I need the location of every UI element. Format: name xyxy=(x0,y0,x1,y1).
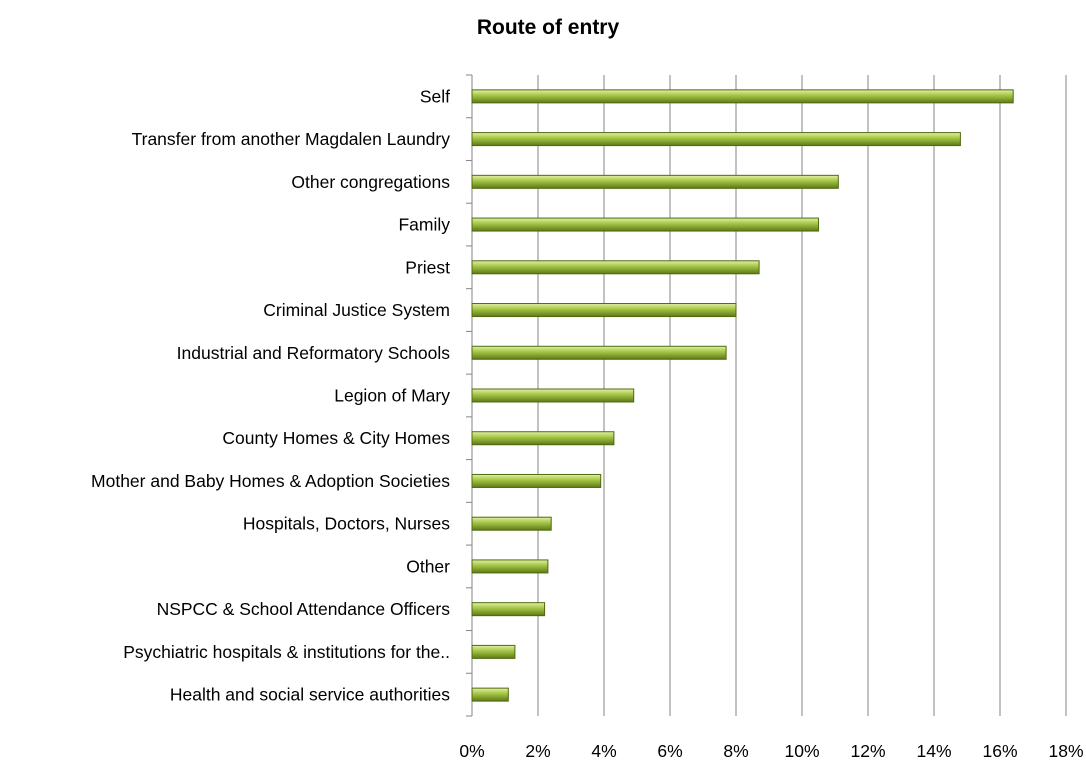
x-tick-label: 14% xyxy=(916,741,951,760)
x-tick-label: 6% xyxy=(657,741,682,760)
category-label: Family xyxy=(398,215,450,235)
bar xyxy=(471,89,1014,104)
bar xyxy=(471,260,760,275)
bar xyxy=(471,644,516,659)
category-label: Psychiatric hospitals & institutions for… xyxy=(123,642,450,662)
bar xyxy=(471,559,549,574)
category-label: Self xyxy=(420,86,450,106)
category-label: Legion of Mary xyxy=(334,386,450,406)
chart-title: Route of entry xyxy=(476,16,620,39)
bar xyxy=(471,217,819,232)
bar xyxy=(471,388,635,403)
x-tick-label: 18% xyxy=(1048,741,1083,760)
x-tick-label: 8% xyxy=(723,741,748,760)
category-label: NSPCC & School Attendance Officers xyxy=(157,599,451,619)
category-label: Mother and Baby Homes & Adoption Societi… xyxy=(91,471,450,491)
x-tick-label: 4% xyxy=(591,741,616,760)
x-tick-label: 0% xyxy=(459,741,484,760)
bar xyxy=(471,516,552,531)
x-tick-label: 16% xyxy=(982,741,1017,760)
category-label: County Homes & City Homes xyxy=(222,428,450,448)
bar xyxy=(471,473,602,488)
category-label: Hospitals, Doctors, Nurses xyxy=(243,514,450,534)
category-label: Health and social service authorities xyxy=(170,685,450,705)
category-label: Criminal Justice System xyxy=(263,300,450,320)
category-label: Other congregations xyxy=(291,172,450,192)
x-tick-label: 12% xyxy=(850,741,885,760)
bar xyxy=(471,345,727,360)
bar xyxy=(471,602,546,617)
bar xyxy=(471,132,961,147)
category-label: Transfer from another Magdalen Laundry xyxy=(132,129,451,149)
x-tick-label: 10% xyxy=(784,741,819,760)
category-label: Industrial and Reformatory Schools xyxy=(177,343,451,363)
category-label: Other xyxy=(406,556,450,576)
category-label: Priest xyxy=(405,257,450,277)
x-tick-label: 2% xyxy=(525,741,550,760)
bar xyxy=(471,687,509,702)
bar xyxy=(471,431,615,446)
bar xyxy=(471,303,737,318)
bar xyxy=(471,174,839,189)
